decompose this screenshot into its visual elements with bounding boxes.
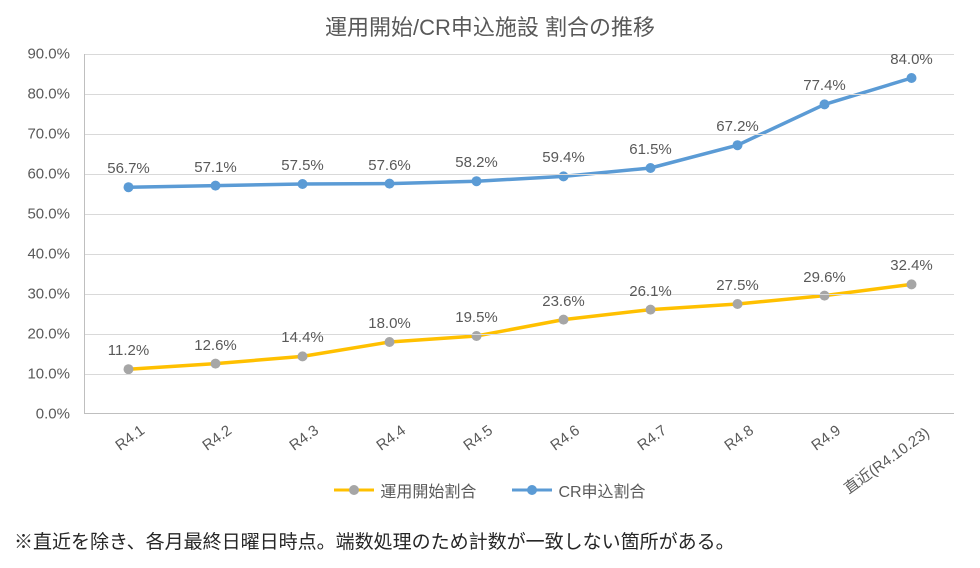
data-label-cr: 57.6% [368,157,411,174]
series-line-unyo [129,284,912,369]
xtick-label: R4.8 [721,422,757,454]
data-label-cr: 77.4% [803,77,846,94]
series-marker-cr [211,181,221,191]
gridline [85,334,954,335]
gridline [85,294,954,295]
data-label-cr: 61.5% [629,141,672,158]
xtick-label: R4.5 [460,422,496,454]
xtick-label: R4.1 [112,422,148,454]
xtick-label: R4.6 [547,422,583,454]
xtick-label: R4.2 [199,422,235,454]
ytick-label: 90.0% [0,46,70,63]
gridline [85,134,954,135]
data-label-cr: 84.0% [890,51,933,68]
gridline [85,254,954,255]
chart-svg [85,54,954,413]
data-label-unyo: 11.2% [108,342,149,359]
data-label-unyo: 12.6% [194,337,237,354]
ytick-label: 10.0% [0,366,70,383]
data-label-cr: 57.1% [194,159,237,176]
series-marker-cr [907,73,917,83]
data-label-unyo: 23.6% [542,293,585,310]
legend-item-unyo: 運用開始割合 [334,478,476,502]
series-marker-cr [820,99,830,109]
ytick-label: 40.0% [0,246,70,263]
ytick-label: 50.0% [0,206,70,223]
ytick-label: 30.0% [0,286,70,303]
ytick-label: 80.0% [0,86,70,103]
ytick-label: 60.0% [0,166,70,183]
data-label-unyo: 26.1% [629,283,672,300]
ytick-label: 0.0% [0,406,70,423]
data-label-unyo: 32.4% [890,257,933,274]
xtick-label: R4.4 [373,422,409,454]
data-label-unyo: 27.5% [716,277,759,294]
series-marker-unyo [124,364,134,374]
ytick-label: 70.0% [0,126,70,143]
legend-marker [349,485,359,495]
series-marker-unyo [907,279,917,289]
series-marker-cr [646,163,656,173]
legend: 運用開始割合 CR申込割合 [10,478,970,502]
ytick-label: 20.0% [0,326,70,343]
data-label-unyo: 18.0% [368,315,411,332]
gridline [85,374,954,375]
data-label-unyo: 14.4% [281,329,324,346]
data-label-cr: 57.5% [281,157,324,174]
footnote: ※直近を除き、各月最終日曜日時点。端数処理のため計数が一致しない箇所がある。 [14,527,735,554]
data-label-cr: 59.4% [542,149,585,166]
xtick-label: R4.3 [286,422,322,454]
series-marker-cr [298,179,308,189]
legend-swatch [334,483,374,497]
gridline [85,54,954,55]
series-marker-cr [385,179,395,189]
legend-label: 運用開始割合 [380,478,476,502]
chart-container: 運用開始/CR申込施設 割合の推移 11.2% 12.6% 14.4% 18.0% 19… [10,10,970,510]
xtick-label: R4.9 [808,422,844,454]
data-label-unyo: 19.5% [455,309,498,326]
series-marker-cr [733,140,743,150]
series-marker-unyo [820,291,830,301]
series-marker-unyo [385,337,395,347]
series-marker-unyo [559,315,569,325]
legend-marker [527,485,537,495]
data-label-cr: 58.2% [455,154,498,171]
legend-label: CR申込割合 [558,478,645,502]
legend-swatch [512,483,552,497]
series-marker-unyo [733,299,743,309]
series-marker-unyo [211,359,221,369]
data-label-cr: 56.7% [107,160,150,177]
legend-item-cr: CR申込割合 [512,478,645,502]
gridline [85,214,954,215]
series-marker-unyo [472,331,482,341]
series-marker-cr [472,176,482,186]
series-marker-unyo [298,351,308,361]
xtick-label: R4.7 [634,422,670,454]
data-label-unyo: 29.6% [803,269,846,286]
series-marker-cr [559,171,569,181]
data-label-cr: 67.2% [716,118,759,135]
plot-area: 11.2% 12.6% 14.4% 18.0% 19.5% 23.6% 26.1% 27.5%… [84,54,954,414]
chart-title: 運用開始/CR申込施設 割合の推移 [10,10,970,42]
series-marker-unyo [646,305,656,315]
series-marker-cr [124,182,134,192]
